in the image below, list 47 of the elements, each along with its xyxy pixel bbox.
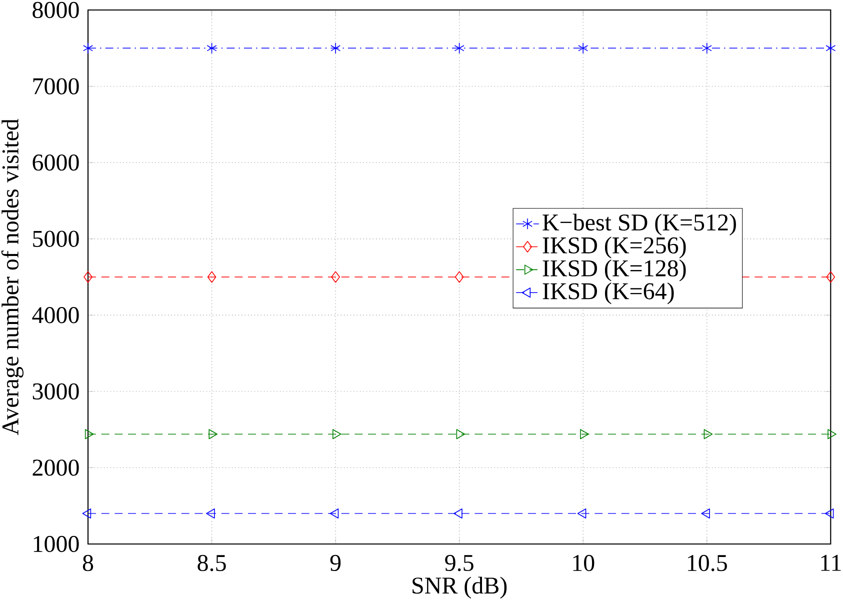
legend-label: K−best SD (K=512) bbox=[542, 214, 736, 236]
point bbox=[330, 508, 339, 518]
point bbox=[454, 42, 464, 54]
y-tick-label: 2000 bbox=[32, 460, 79, 476]
point bbox=[824, 508, 834, 518]
point bbox=[704, 429, 713, 440]
y-tick-label: 4000 bbox=[32, 307, 79, 324]
y-tick-label: 5000 bbox=[33, 230, 79, 247]
point bbox=[826, 42, 836, 54]
x-tick-label: 10 bbox=[573, 554, 594, 572]
point bbox=[702, 42, 712, 54]
point bbox=[82, 508, 92, 518]
point bbox=[828, 429, 836, 440]
x-tick-label: 9.5 bbox=[445, 554, 474, 572]
x-tick-label: 8.5 bbox=[198, 554, 226, 572]
point bbox=[82, 42, 94, 54]
point bbox=[208, 429, 218, 440]
point bbox=[84, 271, 92, 283]
legend-label: IKSD (K=128) bbox=[542, 260, 686, 282]
point bbox=[207, 271, 216, 283]
point bbox=[456, 429, 466, 440]
x-tick-label: 10.5 bbox=[688, 554, 727, 572]
point bbox=[206, 42, 217, 54]
legend-label: IKSD (K=64) bbox=[542, 282, 674, 304]
y-tick-label: 6000 bbox=[32, 154, 79, 171]
point bbox=[578, 42, 588, 54]
point bbox=[332, 429, 342, 440]
point bbox=[454, 508, 462, 518]
point bbox=[701, 508, 710, 518]
point bbox=[330, 42, 341, 54]
point bbox=[580, 429, 589, 440]
point bbox=[826, 271, 836, 283]
y-tick-label: 7000 bbox=[33, 78, 79, 94]
legend-label: IKSD (K=256) bbox=[542, 236, 686, 258]
point bbox=[206, 508, 215, 518]
point bbox=[331, 271, 340, 283]
y-tick-label: 8000 bbox=[32, 2, 79, 18]
x-tick-label: 11 bbox=[821, 554, 841, 571]
x-tick-label: 9 bbox=[330, 554, 341, 572]
y-axis-title: Average number of nodes visited bbox=[1, 118, 24, 436]
x-axis-title: SNR (dB) bbox=[412, 576, 507, 599]
point bbox=[84, 429, 94, 440]
point bbox=[577, 508, 586, 518]
y-tick-label: 1000 bbox=[34, 536, 79, 552]
y-tick-label: 3000 bbox=[32, 383, 79, 400]
x-tick-label: 8 bbox=[82, 554, 94, 572]
point bbox=[454, 271, 464, 283]
